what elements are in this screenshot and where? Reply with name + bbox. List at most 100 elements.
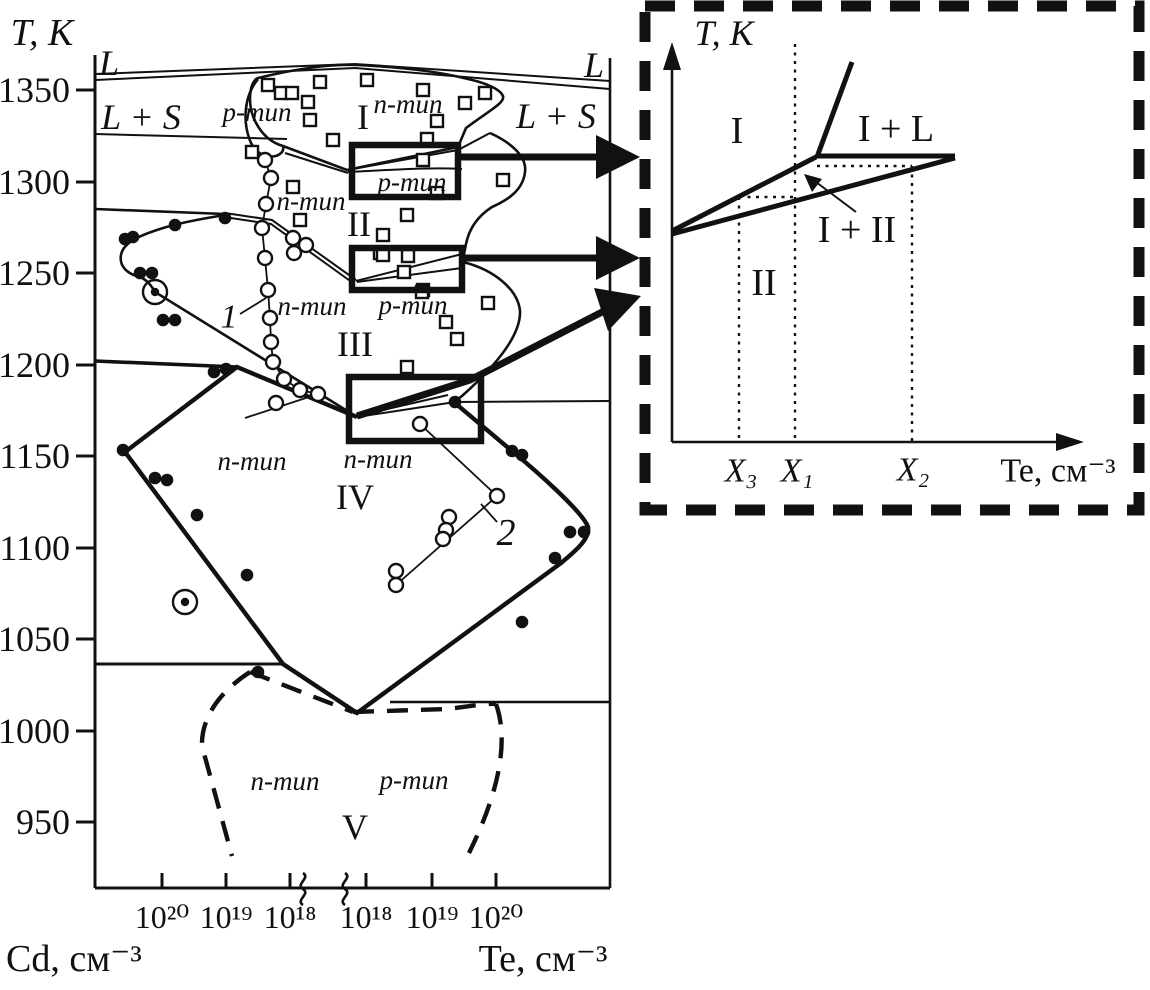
- region-IV-outline: [123, 401, 591, 716]
- isotherm-1286: [94, 207, 226, 216]
- filled-circle-marker: [548, 551, 562, 565]
- data-markers: [116, 72, 591, 679]
- inset-region-II-label: II: [751, 262, 776, 304]
- y-tick-label: 1050: [0, 619, 70, 659]
- filled-circle-marker: [448, 395, 462, 409]
- inset-region-I-II-label: I + II: [818, 209, 896, 251]
- filled-circle-marker: [563, 525, 577, 539]
- region-II-ntype-label: n-тип: [277, 186, 346, 216]
- y-axis-ticks: 1350 1300 1250 1200 1150 1100 1050 1000 950: [0, 70, 95, 842]
- open-square-marker: [477, 85, 493, 101]
- open-circle-marker: [291, 381, 309, 399]
- inset-x-axis-label: Te, см⁻³: [1000, 453, 1115, 490]
- filled-circle-marker: [207, 365, 221, 379]
- zoom-arrow-2-head: [596, 236, 640, 280]
- inset-plot: T, K I I + L I + II II X₃ X₁ X₂ Te, см⁻³: [639, 0, 1145, 516]
- curve-1-label: 1: [221, 299, 238, 336]
- open-circle-marker: [411, 415, 429, 433]
- zoom-arrow-3-head: [594, 288, 641, 331]
- region-V-dashed-top-right: [352, 701, 497, 715]
- region-V-label: V: [342, 807, 368, 847]
- region-IV-label: IV: [336, 477, 374, 517]
- y-tick-label: 1100: [0, 528, 70, 568]
- inset-region-I-L-label: I + L: [858, 108, 934, 150]
- y-axis-title: T, K: [11, 12, 75, 54]
- region-V-dashed-top-left: [249, 669, 354, 715]
- filled-circle-marker: [160, 473, 174, 487]
- x-axis-title-right: Te, см⁻³: [479, 938, 608, 980]
- circled-dot-outer: [171, 588, 199, 616]
- open-square-marker: [449, 331, 465, 347]
- curve-2-label: 2: [497, 512, 516, 554]
- region-V-dashed-left: [199, 670, 252, 857]
- x-axis-ticks: 10²⁰ 10¹⁹ 10¹⁸ 10¹⁸ 10¹⁹ 10²⁰: [135, 873, 523, 935]
- liquid-label-left: L: [98, 43, 119, 83]
- filled-circle-marker: [190, 508, 204, 522]
- circled-dot-inner: [180, 597, 190, 607]
- axis-break-squiggle-left: [299, 871, 307, 907]
- region-II-bottom-line-a: [224, 212, 357, 281]
- x-tick-label: 10²⁰: [135, 899, 189, 935]
- inset-liquidus-branch: [814, 61, 855, 158]
- open-circle-marker: [262, 169, 280, 187]
- region-I-outline: [248, 63, 505, 172]
- x-tick-label: 10¹⁹: [200, 899, 253, 935]
- open-square-marker: [415, 152, 431, 168]
- inset-labels: T, K I I + L I + II II X₃ X₁ X₂ Te, см⁻³: [694, 13, 1115, 490]
- region-II-top-line: [284, 152, 349, 174]
- open-square-marker: [400, 248, 416, 264]
- open-square-marker: [260, 77, 276, 93]
- region-IV-ntype-right-label: n-тип: [344, 444, 413, 474]
- open-circle-marker: [253, 219, 271, 237]
- region-III-ntype-label: n-тип: [278, 291, 347, 321]
- y-tick-label: 1000: [0, 711, 70, 751]
- filled-circle-marker: [240, 568, 254, 582]
- open-circle-marker: [309, 385, 327, 403]
- filled-circle-marker: [515, 448, 529, 462]
- filled-circle-marker: [116, 443, 130, 457]
- axis-break-squiggle-right: [341, 871, 349, 907]
- region-III-label: III: [337, 324, 373, 364]
- inset-lower-solvus: [671, 155, 956, 237]
- open-square-marker: [285, 179, 301, 195]
- rect1-ptype-label: p-тип: [376, 167, 447, 197]
- curve-2-leader: [480, 503, 498, 523]
- y-tick-label: 1350: [0, 70, 70, 110]
- region-V-ptype-label: p-тип: [378, 765, 449, 795]
- open-square-marker: [359, 72, 375, 88]
- zoom-arrow-3-shaft: [355, 306, 608, 420]
- open-circle-marker: [434, 530, 452, 548]
- open-circle-marker: [297, 236, 315, 254]
- liquidus-upper-line: [94, 62, 611, 82]
- open-circle-marker: [256, 151, 274, 169]
- circled-dot-outer: [141, 278, 169, 306]
- inset-x-axis-arrowhead: [1056, 433, 1084, 451]
- filled-circle-marker: [168, 218, 182, 232]
- region-V-ntype-label: n-тип: [251, 766, 320, 796]
- open-square-marker: [284, 85, 300, 101]
- y-tick-label: 1250: [0, 253, 70, 293]
- filled-circle-marker: [156, 313, 170, 327]
- open-circle-marker: [256, 249, 274, 267]
- inset-pointer-arrow-shaft: [811, 178, 857, 213]
- inset-upper-solvus: [670, 154, 818, 234]
- open-square-marker: [375, 227, 391, 243]
- region-II-bottom-line-b: [223, 216, 354, 284]
- open-square-marker: [325, 132, 341, 148]
- y-tick-label: 1300: [0, 162, 70, 202]
- zoom-box-1: [348, 141, 462, 201]
- inset-region-I-label: I: [731, 110, 744, 152]
- liquid-solid-label-left: L + S: [100, 97, 181, 137]
- liquidus-lower-line: [94, 66, 611, 90]
- open-circle-marker: [284, 229, 302, 247]
- open-square-marker: [244, 144, 260, 160]
- filled-circle-marker: [133, 266, 147, 280]
- region-I-label: I: [357, 97, 369, 137]
- isotherm-1326: [94, 133, 288, 140]
- inset-y-axis-label: T, K: [694, 13, 755, 53]
- open-square-marker: [292, 212, 308, 228]
- open-circle-marker: [275, 370, 293, 388]
- open-square-marker: [457, 95, 473, 111]
